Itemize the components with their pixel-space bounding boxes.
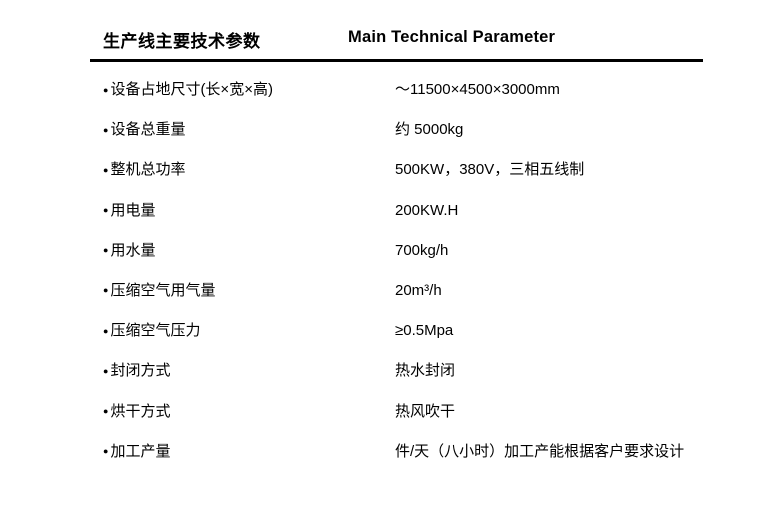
header-divider [90,59,703,62]
bullet-icon: ● [103,285,109,296]
page-title-english: Main Technical Parameter [348,28,556,46]
param-label-text: 加工产量 [110,442,171,460]
bullet-icon: ● [103,205,109,216]
bullet-icon: ● [103,124,109,135]
table-row: ● 封闭方式 热水封闭 [103,361,753,381]
table-row: ● 加工产量 件/天（八小时）加工产能根据客户要求设计 [103,442,753,462]
param-label: ● 压缩空气压力 [103,321,395,341]
param-label: ● 烘干方式 [103,402,395,422]
param-value: 200KW.H [395,201,459,219]
bullet-icon: ● [103,446,109,457]
param-label: ● 封闭方式 [103,361,395,381]
param-value: 约 5000kg [395,121,464,139]
param-label-text: 烘干方式 [110,402,171,420]
param-label-text: 设备总重量 [110,121,186,139]
bullet-icon: ● [103,164,109,175]
parameter-table: ● 设备占地尺寸(长×宽×高) ～11500×4500×3000mm ● 设备总重量约 … [103,80,753,482]
param-label-text: 用电量 [110,201,156,219]
param-value: ≥0.5Mpa [395,322,454,340]
param-label: ● 设备总重量 [103,120,395,140]
param-label-text: 压缩空气压力 [110,322,201,340]
param-label: ● 压缩空气用气量 [103,281,395,301]
param-label-text: 设备占地尺寸(长×宽×高) [110,81,273,98]
param-value: 700kg/h [395,241,449,259]
param-label: ● 设备占地尺寸(长×宽×高) [103,80,395,100]
bullet-icon: ● [103,365,109,376]
page-title-chinese: 生产线主要技术参数 [103,32,261,51]
table-row: ● 压缩空气用气量 20m³/h [103,281,753,301]
param-label-text: 封闭方式 [110,362,171,380]
param-label: ● 用电量 [103,201,395,221]
table-row: ● 用水量 700kg/h [103,241,753,261]
table-row: ● 压缩空气压力 ≥0.5Mpa [103,321,753,341]
bullet-icon: ● [103,245,109,256]
param-label-text: 压缩空气用气量 [110,281,216,299]
table-row: ● 设备占地尺寸(长×宽×高) ～11500×4500×3000mm [103,80,753,100]
param-value: 件/天（八小时）加工产能根据客户要求设计 [395,442,685,460]
param-label: ● 加工产量 [103,442,395,462]
bullet-icon: ● [103,325,109,336]
param-value: 500KW，380V，三相五线制 [395,161,585,179]
param-label: ● 整机总功率 [103,160,395,180]
param-value: 20m³/h [395,281,442,299]
param-label-text: 用水量 [110,241,156,259]
param-label-text: 整机总功率 [110,161,186,179]
table-row: ● 整机总功率 500KW，380V，三相五线制 [103,160,753,180]
param-value: 热风吹干 [395,402,456,420]
param-value: ～11500×4500×3000mm [395,81,560,98]
table-row: ● 设备总重量约 5000kg [103,120,753,140]
param-value: 热水封闭 [395,362,456,380]
table-row: ● 烘干方式 热风吹干 [103,402,753,422]
table-row: ● 用电量 200KW.H [103,201,753,221]
param-label: ● 用水量 [103,241,395,261]
bullet-icon: ● [103,84,109,95]
bullet-icon: ● [103,406,109,416]
